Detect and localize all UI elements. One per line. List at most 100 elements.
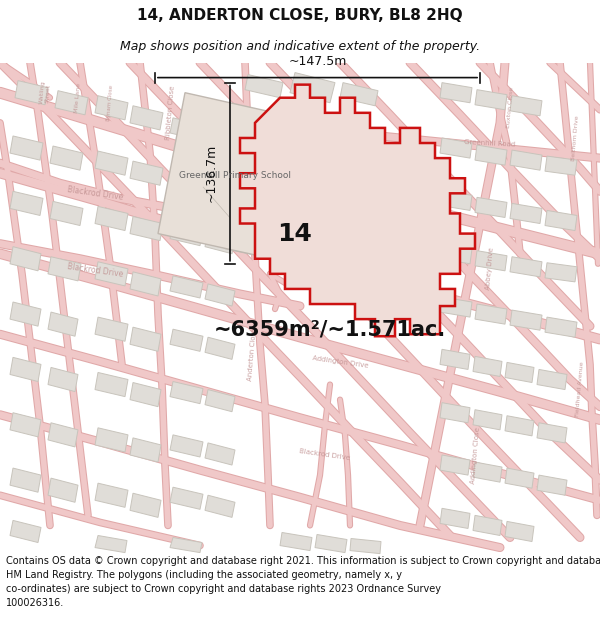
Polygon shape (225, 181, 261, 203)
Polygon shape (95, 96, 128, 120)
Polygon shape (510, 257, 542, 277)
Polygon shape (545, 211, 577, 231)
Polygon shape (130, 493, 161, 518)
Text: Blackrod Drive: Blackrod Drive (67, 185, 124, 202)
Polygon shape (545, 156, 577, 175)
Polygon shape (440, 349, 470, 369)
Polygon shape (545, 262, 577, 282)
Text: Addington Close: Addington Close (470, 426, 481, 484)
Polygon shape (170, 488, 203, 509)
Polygon shape (95, 151, 128, 175)
Polygon shape (95, 206, 128, 231)
Polygon shape (440, 455, 470, 475)
Polygon shape (475, 304, 507, 324)
Polygon shape (130, 438, 161, 462)
Text: Watling
Street: Watling Street (38, 81, 52, 105)
Text: Anderton Close: Anderton Close (247, 328, 257, 381)
Polygon shape (48, 312, 78, 336)
Text: Addington Drive: Addington Drive (311, 356, 368, 369)
Polygon shape (510, 96, 542, 116)
Polygon shape (205, 338, 235, 359)
Polygon shape (95, 317, 128, 341)
Polygon shape (170, 329, 203, 351)
Polygon shape (48, 257, 81, 281)
Polygon shape (48, 478, 78, 502)
Polygon shape (475, 251, 507, 271)
Polygon shape (95, 428, 128, 452)
Polygon shape (473, 516, 502, 536)
Polygon shape (473, 410, 502, 430)
Polygon shape (225, 128, 261, 150)
Polygon shape (440, 82, 472, 102)
Text: Map shows position and indicative extent of the property.: Map shows position and indicative extent… (120, 41, 480, 53)
Polygon shape (545, 317, 577, 338)
Polygon shape (170, 435, 203, 457)
Text: Greenhill Primary School: Greenhill Primary School (179, 171, 291, 180)
Text: Bynam Close: Bynam Close (106, 84, 114, 121)
Text: Fieldhead Avenue: Fieldhead Avenue (575, 362, 585, 418)
Polygon shape (290, 72, 335, 102)
Text: Ribbleton Close: Ribbleton Close (164, 86, 175, 140)
Polygon shape (340, 82, 378, 106)
Text: Blackrod Drive: Blackrod Drive (299, 449, 351, 461)
Polygon shape (537, 422, 567, 443)
Polygon shape (440, 244, 472, 264)
Polygon shape (95, 536, 127, 552)
Polygon shape (10, 357, 41, 381)
Polygon shape (10, 468, 41, 492)
Polygon shape (10, 412, 41, 437)
Polygon shape (505, 468, 534, 488)
Text: Blackrod Drive: Blackrod Drive (67, 262, 124, 279)
Polygon shape (280, 532, 312, 551)
Polygon shape (510, 203, 542, 224)
Polygon shape (10, 136, 43, 160)
Polygon shape (505, 416, 534, 436)
Polygon shape (130, 106, 163, 130)
Polygon shape (10, 521, 41, 542)
Polygon shape (15, 81, 48, 105)
Text: Greenhill Road: Greenhill Road (464, 139, 515, 148)
Polygon shape (130, 382, 161, 407)
Polygon shape (55, 91, 88, 115)
Polygon shape (505, 521, 534, 541)
Polygon shape (225, 234, 261, 256)
Polygon shape (130, 216, 163, 241)
Polygon shape (48, 368, 78, 392)
Polygon shape (205, 284, 235, 306)
Polygon shape (10, 191, 43, 216)
Polygon shape (48, 422, 78, 447)
Polygon shape (170, 224, 203, 246)
Polygon shape (537, 475, 567, 495)
Text: 14: 14 (278, 222, 313, 246)
Polygon shape (440, 508, 470, 529)
Polygon shape (475, 145, 507, 165)
Polygon shape (170, 381, 203, 404)
Text: Contains OS data © Crown copyright and database right 2021. This information is : Contains OS data © Crown copyright and d… (6, 556, 600, 608)
Polygon shape (95, 372, 128, 397)
Polygon shape (205, 443, 235, 465)
Polygon shape (440, 190, 472, 211)
Text: Euxton Close: Euxton Close (506, 87, 514, 129)
Polygon shape (95, 262, 128, 286)
Text: 14, ANDERTON CLOSE, BURY, BL8 2HQ: 14, ANDERTON CLOSE, BURY, BL8 2HQ (137, 8, 463, 23)
Polygon shape (130, 327, 161, 351)
Polygon shape (505, 362, 534, 382)
Polygon shape (240, 84, 475, 336)
Polygon shape (440, 138, 472, 158)
Polygon shape (50, 201, 83, 226)
Polygon shape (50, 146, 83, 170)
Polygon shape (170, 538, 202, 552)
Polygon shape (205, 389, 235, 412)
Polygon shape (205, 495, 235, 518)
Polygon shape (205, 126, 235, 148)
Polygon shape (510, 310, 542, 330)
Polygon shape (10, 247, 41, 271)
Polygon shape (475, 89, 507, 110)
Text: Abbey Drive: Abbey Drive (485, 248, 495, 290)
Polygon shape (475, 198, 507, 217)
Polygon shape (158, 92, 320, 264)
Polygon shape (440, 297, 472, 317)
Polygon shape (170, 170, 203, 192)
Polygon shape (350, 539, 381, 554)
Polygon shape (315, 534, 347, 552)
